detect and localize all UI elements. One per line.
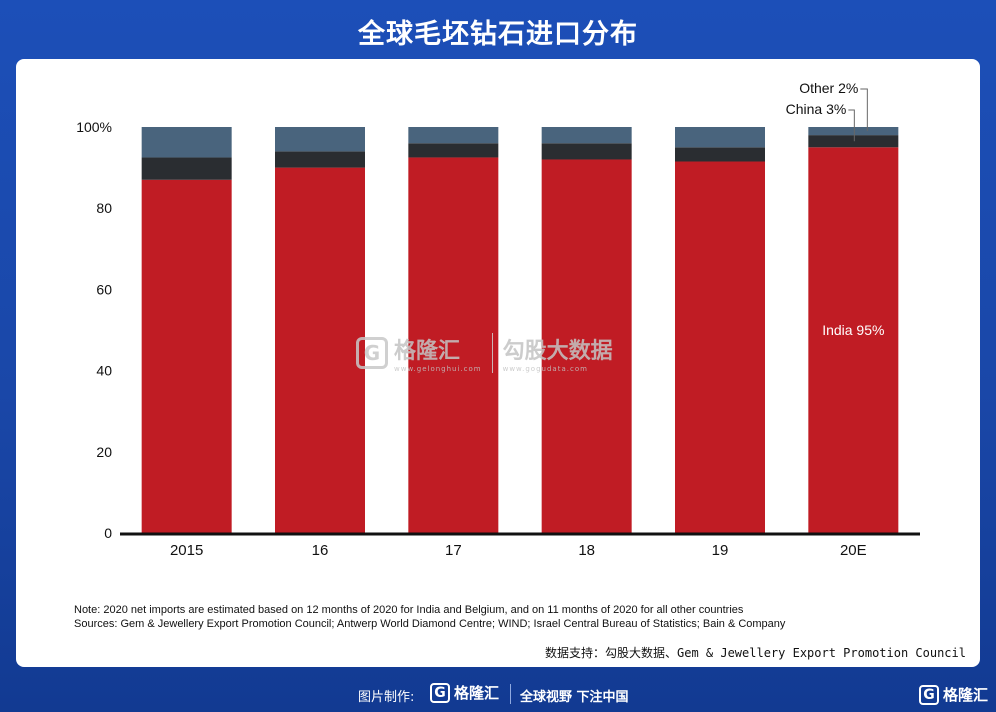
x-tick-label: 16 (312, 542, 329, 559)
leader-line-other (860, 88, 868, 132)
footer-credit: 图片制作: (358, 690, 415, 705)
watermark-logo-icon: G (356, 337, 388, 369)
bar-other-18 (541, 127, 632, 144)
footer-brand-text: 格隆汇 (454, 684, 500, 702)
note-line-1: Note: 2020 net imports are estimated bas… (74, 604, 744, 616)
stacked-bar-chart: 0 20 40 60 80 100% 2015 16 17 18 19 20E India 95% Oth… (76, 80, 920, 559)
data-support: 数据支持：勾股大数据、Gem & Jewellery Export Promot… (545, 646, 966, 660)
x-tick-label: 18 (578, 542, 595, 559)
y-tick-label: 60 (96, 281, 112, 297)
bar-india-19 (675, 161, 765, 533)
note-line-2: Sources: Gem & Jewellery Export Promotio… (74, 618, 786, 630)
brand-logo-icon: G (430, 682, 450, 703)
y-tick-label: 0 (104, 525, 112, 541)
x-tick-label: 17 (445, 542, 462, 559)
footer: 图片制作: G 格隆汇 全球视野 下注中国 G 格隆汇 (0, 679, 996, 712)
bar-china-20E (808, 135, 899, 148)
x-tick-label: 20E (840, 542, 867, 559)
watermark-divider (491, 333, 493, 373)
bar-china-18 (541, 143, 632, 160)
bar-other-19 (675, 127, 765, 148)
watermark: G 格隆汇 www.gelonghui.com 勾股大数据 www.goguda… (356, 333, 613, 373)
x-tick-label: 19 (712, 542, 729, 559)
bar-other-16 (275, 127, 365, 152)
footer-brand: G 格隆汇 (430, 682, 499, 703)
bar-other-17 (408, 127, 499, 144)
bar-china-19 (675, 147, 765, 162)
y-tick-label: 20 (96, 444, 112, 460)
footer-slogan: 全球视野 下注中国 (520, 690, 629, 705)
annotation-india: India 95% (822, 322, 884, 338)
annotation-other: Other 2% (799, 80, 858, 96)
corner-logo-icon: G (918, 684, 939, 705)
bar-other-2015 (141, 127, 232, 158)
bar-china-2015 (141, 157, 232, 180)
corner-brand-text: 格隆汇 (942, 686, 988, 704)
leader-line-china (848, 109, 855, 142)
watermark-data: 勾股大数据 (502, 339, 613, 364)
watermark-brand-url: www.gelonghui.com (394, 365, 482, 373)
watermark-brand: 格隆汇 (394, 339, 461, 364)
bar-india-17 (408, 157, 499, 533)
bar-india-2015 (141, 179, 232, 533)
page-title: 全球毛坯钻石进口分布 (358, 19, 638, 50)
bar-other-20E (808, 127, 899, 136)
footer-divider (510, 684, 511, 704)
bar-india-20E (808, 147, 899, 534)
bar-china-16 (275, 151, 365, 168)
bar-china-17 (408, 143, 499, 158)
y-tick-label: 100% (76, 119, 112, 135)
chart-panel: 0 20 40 60 80 100% 2015 16 17 18 19 20E India 95% Oth… (16, 59, 980, 667)
y-tick-label: 80 (96, 200, 112, 216)
y-tick-label: 40 (96, 363, 112, 379)
chart-note: Note: 2020 net imports are estimated bas… (74, 603, 785, 631)
bar-india-16 (275, 167, 365, 533)
watermark-data-url: www.gogudata.com (502, 365, 588, 373)
annotation-china: China 3% (786, 101, 847, 117)
footer-corner-brand: G 格隆汇 (918, 684, 988, 705)
bar-india-18 (541, 159, 632, 533)
x-tick-label: 2015 (170, 542, 203, 559)
